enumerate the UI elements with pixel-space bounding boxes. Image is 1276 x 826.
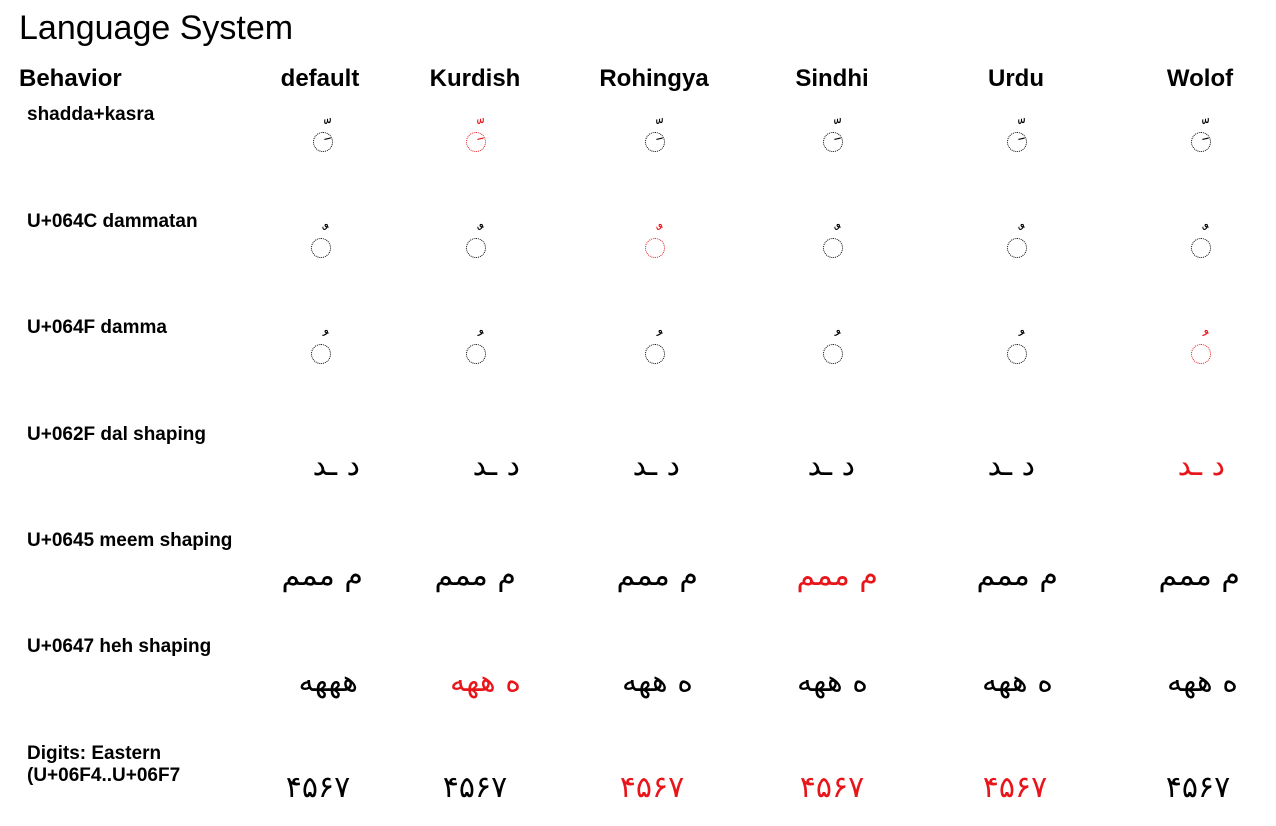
- column-header-default: default: [280, 65, 360, 92]
- column-header-wolof: Wolof: [1166, 65, 1234, 92]
- cell-digits-default: ۴۵۶۷: [285, 770, 351, 805]
- glyph-shadda-kasra: ِّ: [1003, 120, 1029, 142]
- cell-dal-kurdish: د ـد: [472, 448, 520, 483]
- glyph-damma: ُ: [641, 332, 667, 354]
- cell-damma-rohingya: ُ: [641, 330, 667, 374]
- cell-heh-sindhi: ه ههه: [797, 664, 868, 699]
- glyph-shadda-kasra: ِّ: [1187, 120, 1213, 142]
- cell-meem-sindhi: م ممم: [796, 558, 879, 593]
- row-label-damma: U+064F damma: [27, 317, 167, 338]
- cell-shadda-kasra-wolof: ِّ: [1187, 118, 1213, 162]
- column-header-sindhi: Sindhi: [795, 65, 869, 92]
- cell-dal-urdu: د ـد: [987, 448, 1035, 483]
- glyph-damma: ُ: [462, 332, 488, 354]
- glyph-damma: ُ: [1187, 332, 1213, 354]
- column-header-kurdish: Kurdish: [429, 65, 521, 92]
- cell-damma-wolof: ُ: [1187, 330, 1213, 374]
- glyph-shadda-kasra: ِّ: [819, 120, 845, 142]
- cell-heh-kurdish: ه ههه: [450, 664, 521, 699]
- glyph-dammatan: ٌ: [307, 226, 333, 248]
- glyph-dammatan: ٌ: [1187, 226, 1213, 248]
- cell-shadda-kasra-kurdish: ِّ: [462, 118, 488, 162]
- row-label-heh-shaping: U+0647 heh shaping: [27, 636, 212, 657]
- cell-damma-urdu: ُ: [1003, 330, 1029, 374]
- cell-dammatan-kurdish: ٌ: [462, 224, 488, 268]
- cell-dammatan-default: ٌ: [307, 224, 333, 268]
- row-label-digits: Digits: Eastern (U+06F4..U+06F7: [27, 743, 257, 787]
- cell-shadda-kasra-urdu: ِّ: [1003, 118, 1029, 162]
- row-label-dammatan: U+064C dammatan: [27, 211, 198, 232]
- cell-dal-wolof: د ـد: [1177, 448, 1225, 483]
- cell-dammatan-wolof: ٌ: [1187, 224, 1213, 268]
- cell-digits-sindhi: ۴۵۶۷: [799, 770, 865, 805]
- cell-dammatan-urdu: ٌ: [1003, 224, 1029, 268]
- glyph-shadda-kasra: ِّ: [309, 120, 335, 142]
- glyph-damma: ُ: [819, 332, 845, 354]
- cell-damma-sindhi: ُ: [819, 330, 845, 374]
- row-label-shadda-kasra: shadda+kasra: [27, 104, 155, 125]
- glyph-dammatan: ٌ: [1003, 226, 1029, 248]
- row-label-digits-line-1: Digits: Eastern: [27, 743, 162, 764]
- row-label-dal-shaping: U+062F dal shaping: [27, 424, 206, 445]
- cell-dal-sindhi: د ـد: [807, 448, 855, 483]
- cell-damma-kurdish: ُ: [462, 330, 488, 374]
- row-label-digits-line-2: (U+06F4..U+06F7: [27, 765, 181, 786]
- glyph-dammatan: ٌ: [641, 226, 667, 248]
- page-title: Language System: [19, 9, 294, 47]
- cell-heh-rohingya: ه ههه: [622, 664, 693, 699]
- cell-damma-default: ُ: [307, 330, 333, 374]
- cell-shadda-kasra-rohingya: ِّ: [641, 118, 667, 162]
- cell-meem-kurdish: م ممم: [434, 558, 517, 593]
- cell-dal-default: د ـد: [312, 448, 360, 483]
- cell-meem-wolof: م ممم: [1158, 558, 1241, 593]
- glyph-dammatan: ٌ: [819, 226, 845, 248]
- cell-digits-urdu: ۴۵۶۷: [982, 770, 1048, 805]
- glyph-damma: ُ: [307, 332, 333, 354]
- behavior-column-header: Behavior: [19, 65, 122, 92]
- cell-meem-urdu: م ممم: [976, 558, 1059, 593]
- cell-digits-rohingya: ۴۵۶۷: [619, 770, 685, 805]
- cell-heh-default: هههه: [298, 664, 358, 699]
- cell-dal-rohingya: د ـد: [632, 448, 680, 483]
- glyph-shadda-kasra: ِّ: [641, 120, 667, 142]
- cell-shadda-kasra-sindhi: ِّ: [819, 118, 845, 162]
- cell-shadda-kasra-default: ِّ: [309, 118, 335, 162]
- glyph-shadda-kasra: ِّ: [462, 120, 488, 142]
- cell-meem-rohingya: م ممم: [616, 558, 699, 593]
- cell-meem-default: م ممم: [281, 558, 364, 593]
- cell-dammatan-rohingya: ٌ: [641, 224, 667, 268]
- row-label-meem-shaping: U+0645 meem shaping: [27, 530, 233, 551]
- glyph-dammatan: ٌ: [462, 226, 488, 248]
- cell-dammatan-sindhi: ٌ: [819, 224, 845, 268]
- cell-digits-wolof: ۴۵۶۷: [1165, 770, 1231, 805]
- glyph-damma: ُ: [1003, 332, 1029, 354]
- cell-heh-wolof: ه ههه: [1167, 664, 1238, 699]
- column-header-urdu: Urdu: [988, 65, 1044, 92]
- cell-heh-urdu: ه ههه: [982, 664, 1053, 699]
- column-header-rohingya: Rohingya: [599, 65, 709, 92]
- cell-digits-kurdish: ۴۵۶۷: [442, 770, 508, 805]
